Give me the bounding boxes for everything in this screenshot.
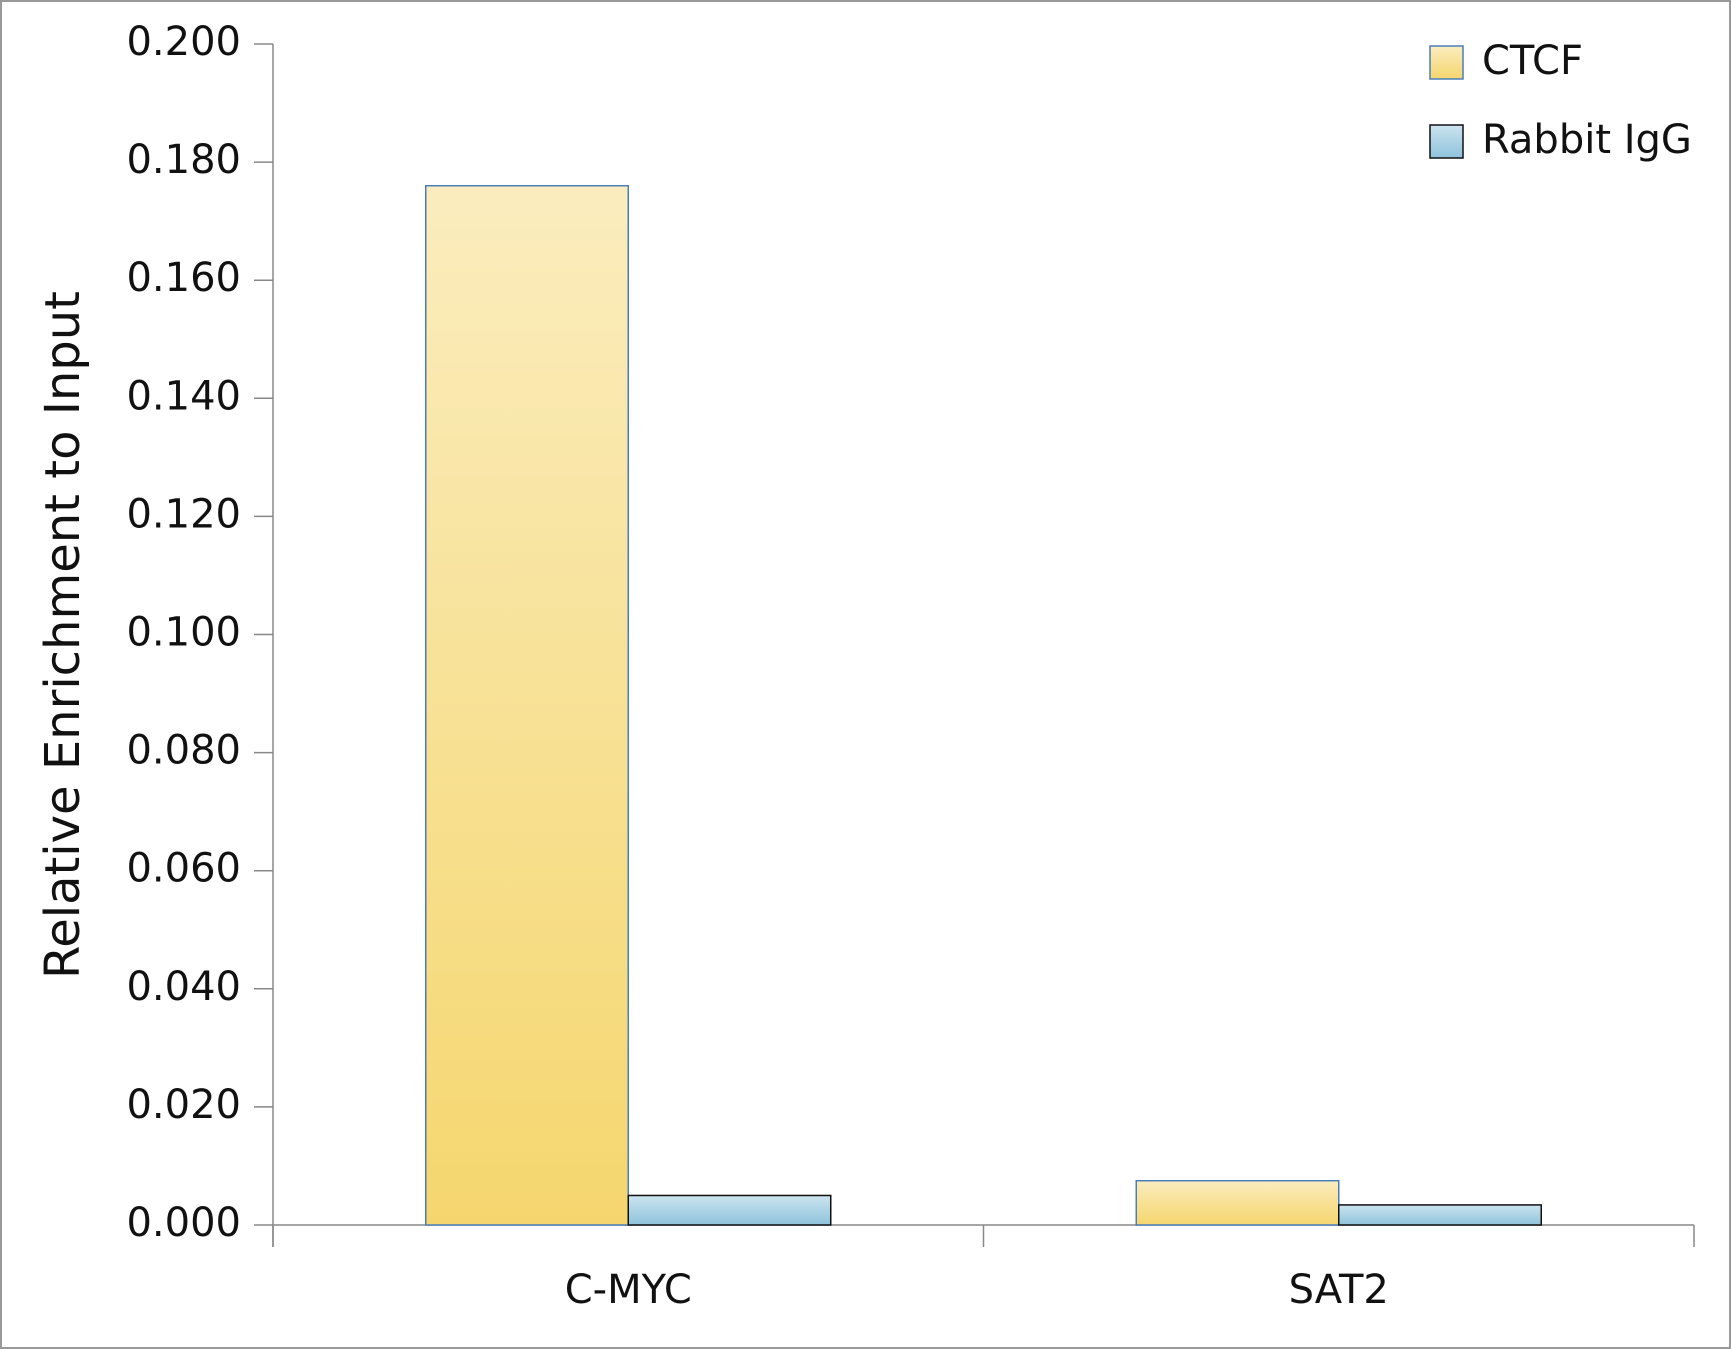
x-tick-label: C-MYC bbox=[565, 1267, 692, 1313]
y-tick-label: 0.060 bbox=[126, 846, 241, 892]
y-tick-label: 0.140 bbox=[126, 373, 241, 419]
legend-label: Rabbit IgG bbox=[1482, 117, 1692, 163]
y-tick-label: 0.120 bbox=[126, 491, 241, 537]
y-tick-label: 0.160 bbox=[126, 255, 241, 301]
bar bbox=[1135, 1179, 1340, 1226]
y-tick-label: 0.200 bbox=[126, 19, 241, 65]
legend-swatch bbox=[1429, 124, 1464, 159]
y-tick-label: 0.000 bbox=[126, 1200, 241, 1246]
legend-swatch bbox=[1429, 45, 1464, 80]
y-axis-label: Relative Enrichment to Input bbox=[35, 291, 91, 979]
y-tick-label: 0.040 bbox=[126, 964, 241, 1010]
y-tick-label: 0.180 bbox=[126, 137, 241, 183]
legend-label: CTCF bbox=[1482, 38, 1583, 84]
y-tick-label: 0.020 bbox=[126, 1082, 241, 1128]
bar bbox=[1338, 1204, 1542, 1226]
bar bbox=[425, 184, 629, 1226]
y-tick-label: 0.080 bbox=[126, 728, 241, 774]
bar bbox=[627, 1194, 832, 1226]
y-tick-label: 0.100 bbox=[126, 610, 241, 656]
x-tick-label: SAT2 bbox=[1289, 1267, 1389, 1313]
